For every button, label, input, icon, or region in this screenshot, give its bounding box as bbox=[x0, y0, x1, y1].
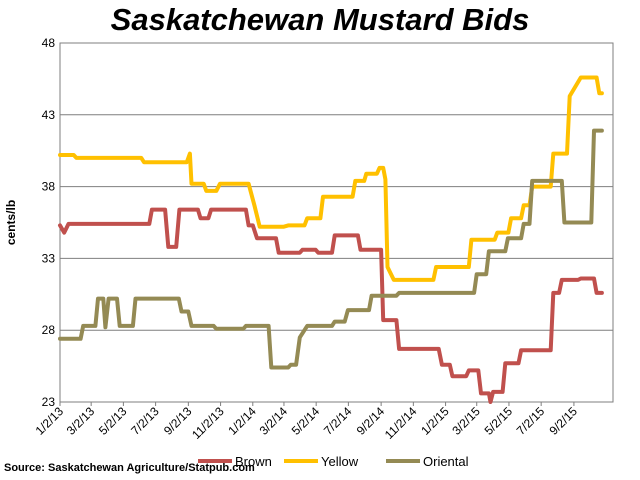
source-note: Source: Saskatchewan Agriculture/Statpub… bbox=[4, 462, 255, 474]
legend-layer: Brown Yellow Oriental bbox=[198, 454, 469, 469]
series-line-brown bbox=[58, 207, 604, 404]
y-tick-label: 38 bbox=[42, 180, 56, 194]
x-tick-label: 5/2/14 bbox=[289, 404, 323, 438]
y-tick-label: 43 bbox=[42, 108, 56, 122]
x-tick-label: 3/2/13 bbox=[64, 404, 98, 438]
x-tick-label: 7/2/14 bbox=[321, 404, 355, 438]
x-tick-label: 9/2/15 bbox=[547, 404, 581, 438]
y-axis-label: cents/lb bbox=[4, 200, 18, 245]
series-layer bbox=[58, 75, 604, 404]
x-tick-label: 11/2/13 bbox=[189, 404, 227, 442]
legend-label-yellow: Yellow bbox=[321, 454, 359, 469]
series-line-oriental bbox=[58, 128, 604, 370]
x-tick-label: 1/2/15 bbox=[418, 404, 452, 438]
y-tick-label: 28 bbox=[42, 323, 56, 337]
grid-layer bbox=[59, 42, 614, 403]
y-tick-label: 33 bbox=[42, 251, 56, 265]
x-tick-label: 5/2/15 bbox=[482, 404, 516, 438]
x-tick-label: 11/2/14 bbox=[382, 404, 420, 442]
x-tick-label: 7/2/13 bbox=[128, 404, 162, 438]
x-tick-label: 7/2/15 bbox=[514, 404, 548, 438]
x-tick-label: 3/2/15 bbox=[449, 404, 483, 438]
chart-title: Saskatchewan Mustard Bids bbox=[110, 2, 530, 37]
y-tick-label: 48 bbox=[42, 36, 56, 50]
legend-label-oriental: Oriental bbox=[423, 454, 469, 469]
x-tick-label: 5/2/13 bbox=[96, 404, 130, 438]
x-tick-label: 1/2/14 bbox=[225, 404, 259, 438]
legend-label-brown: Brown bbox=[235, 454, 272, 469]
y-tick-label: 23 bbox=[42, 395, 56, 409]
x-tick-label: 3/2/14 bbox=[257, 404, 291, 438]
x-tick-label: 1/2/13 bbox=[33, 404, 67, 438]
plot-frame bbox=[59, 42, 614, 403]
